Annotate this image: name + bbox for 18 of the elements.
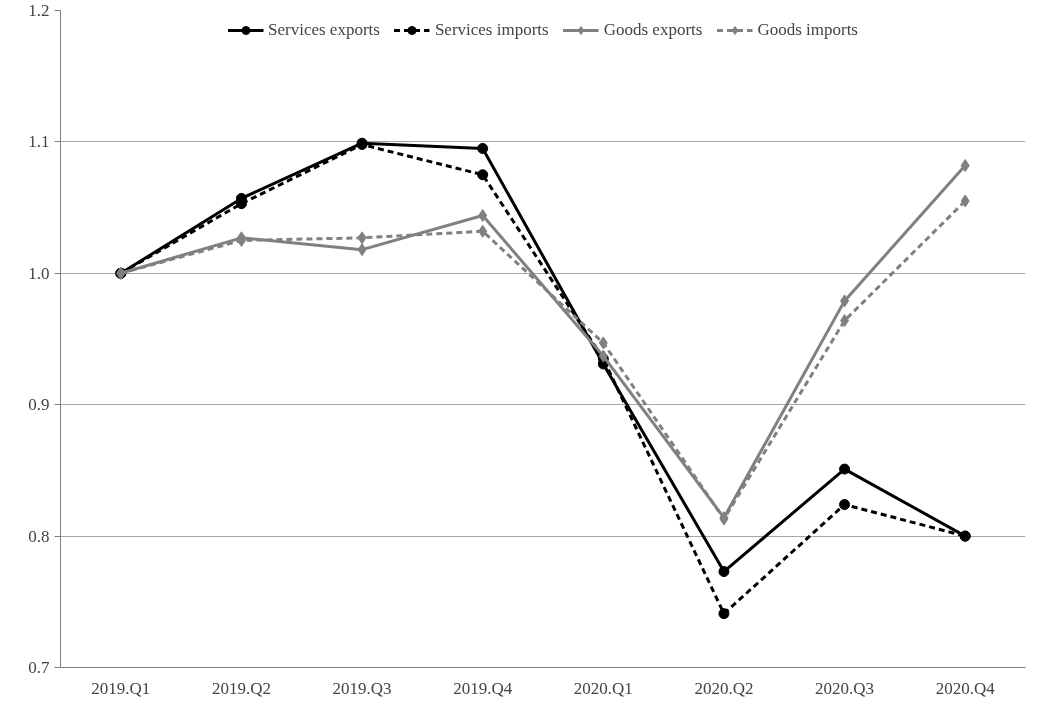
legend-label: Services imports — [434, 20, 549, 40]
x-tick-label: 2020.Q1 — [573, 678, 633, 698]
x-tick-label: 2019.Q4 — [453, 678, 513, 698]
x-tick-label: 2020.Q3 — [815, 678, 875, 698]
x-tick-label: 2019.Q3 — [332, 678, 392, 698]
x-tick-label: 2019.Q2 — [211, 678, 271, 698]
x-tick-label: 2019.Q1 — [91, 678, 151, 698]
legend-label: Services exports — [268, 20, 380, 40]
y-tick-label: 1.2 — [28, 1, 50, 20]
x-tick-label: 2020.Q4 — [935, 678, 996, 698]
legend-label: Goods imports — [757, 20, 858, 40]
y-tick-label: 0.9 — [28, 395, 50, 415]
y-tick-label: 0.7 — [28, 658, 50, 677]
legend-label: Goods exports — [603, 20, 703, 40]
x-tick-label: 2020.Q2 — [694, 678, 754, 698]
y-tick-label: 1.1 — [28, 132, 50, 152]
y-tick-label: 1.0 — [28, 263, 50, 283]
y-tick-label: 0.8 — [28, 526, 50, 546]
